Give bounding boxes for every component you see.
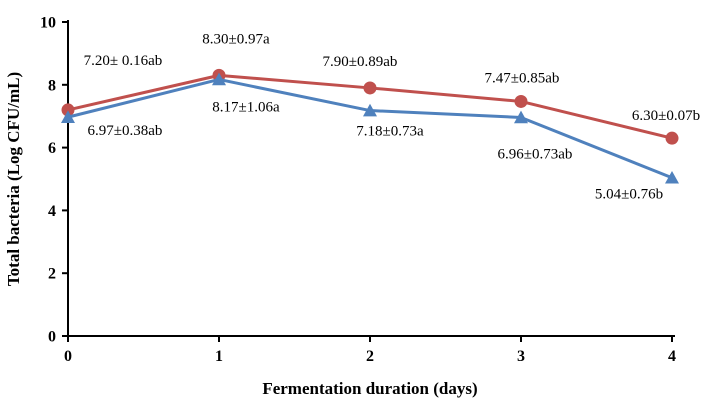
red-series-point-label: 7.20± 0.16ab <box>84 53 163 69</box>
x-tick-label: 0 <box>64 348 72 365</box>
blue-series-marker-triangle <box>212 72 226 86</box>
y-tick-label: 2 <box>48 266 56 283</box>
y-tick-label: 6 <box>48 140 56 157</box>
blue-series-point-label: 5.04±0.76b <box>595 187 663 203</box>
y-tick-label: 8 <box>48 77 56 94</box>
blue-series-point-label: 8.17±1.06a <box>212 99 280 115</box>
blue-series-point-label: 7.18±0.73a <box>356 124 424 140</box>
red-series-marker-circle <box>514 94 528 108</box>
red-series-marker-circle <box>61 103 75 117</box>
x-tick-label: 3 <box>517 348 525 365</box>
red-series-marker-circle <box>665 131 679 145</box>
y-tick-label: 10 <box>40 15 56 32</box>
red-series-point-label: 7.47±0.85ab <box>485 70 560 86</box>
red-series-point-label: 6.30±0.07b <box>632 108 700 124</box>
red-series-point-label: 7.90±0.89ab <box>323 54 398 70</box>
x-tick-label: 4 <box>668 348 676 365</box>
x-tick-label: 2 <box>366 348 374 365</box>
y-axis-title: Total bacteria (Log CFU/mL) <box>4 72 23 286</box>
blue-series-point-label: 6.97±0.38ab <box>88 123 163 139</box>
blue-series-marker-triangle <box>363 103 377 117</box>
blue-series-marker-triangle <box>665 170 679 184</box>
y-tick-label: 0 <box>48 329 56 346</box>
y-tick-label: 4 <box>48 203 56 220</box>
x-axis-title: Fermentation duration (days) <box>262 379 477 398</box>
blue-series-point-label: 6.96±0.73ab <box>498 146 573 162</box>
blue-series-marker-triangle <box>514 110 528 124</box>
red-series-point-label: 8.30±0.97a <box>202 31 270 47</box>
blue-series-marker-triangle <box>61 110 75 123</box>
red-series-marker-circle <box>363 81 377 95</box>
x-tick-label: 1 <box>215 348 223 365</box>
